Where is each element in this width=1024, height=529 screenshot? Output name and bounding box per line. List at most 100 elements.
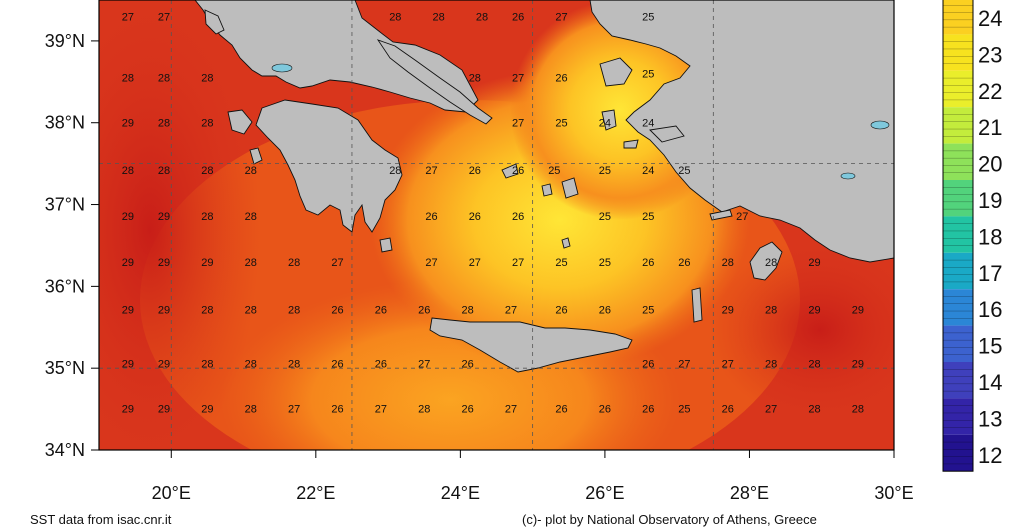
sst-value: 27 xyxy=(505,304,517,316)
andros xyxy=(501,163,519,179)
turkey xyxy=(589,0,894,263)
evia xyxy=(376,39,493,125)
colorbar-segment xyxy=(943,289,973,326)
sst-value: 26 xyxy=(375,304,387,316)
sst-value: 28 xyxy=(389,165,401,177)
sst-value: 28 xyxy=(288,304,300,316)
sst-value: 28 xyxy=(122,73,134,85)
colorbar-segment xyxy=(943,252,973,290)
sst-value: 26 xyxy=(469,211,481,223)
plot-frame xyxy=(98,0,895,451)
colorbar-segment xyxy=(943,216,973,253)
sst-value: 28 xyxy=(245,257,257,269)
sst-value: 29 xyxy=(852,358,864,370)
sst-value: 29 xyxy=(808,257,820,269)
sst-value: 29 xyxy=(122,304,134,316)
sst-value: 26 xyxy=(642,257,654,269)
sst-value: 28 xyxy=(158,165,170,177)
sst-value: 26 xyxy=(418,304,430,316)
land xyxy=(194,0,894,373)
lakes xyxy=(271,63,890,180)
chios xyxy=(601,109,617,131)
lon-tick-label: 26°E xyxy=(585,483,624,503)
kos xyxy=(709,209,733,221)
sst-value: 26 xyxy=(331,403,343,415)
crete xyxy=(429,317,633,373)
sst-value: 25 xyxy=(599,211,611,223)
data-source-note: SST data from isac.cnr.it xyxy=(30,512,172,527)
lesvos xyxy=(599,57,633,87)
sst-value: 26 xyxy=(331,358,343,370)
sst-value: 24 xyxy=(599,118,611,130)
sst-value: 28 xyxy=(245,165,257,177)
sst-value: 28 xyxy=(852,403,864,415)
sst-value: 26 xyxy=(512,165,524,177)
colorbar-segment xyxy=(943,70,973,108)
plot-credit: (c)- plot by National Observatory of Ath… xyxy=(522,512,817,527)
sst-value: 26 xyxy=(425,211,437,223)
sst-value: 26 xyxy=(722,403,734,415)
sst-value: 29 xyxy=(122,211,134,223)
sst-value: 27 xyxy=(736,211,748,223)
sst-value: 27 xyxy=(512,73,524,85)
colorbar-segment xyxy=(943,434,973,472)
sst-value: 28 xyxy=(469,73,481,85)
sst-value: 28 xyxy=(245,211,257,223)
colorbar-label: 21 xyxy=(978,115,1002,140)
lon-tick-label: 30°E xyxy=(874,483,913,503)
sst-value: 28 xyxy=(201,304,213,316)
sst-value: 27 xyxy=(158,11,170,23)
lat-tick-label: 35°N xyxy=(45,358,85,378)
sst-value: 28 xyxy=(476,11,488,23)
kefalonia xyxy=(227,109,253,135)
colorbar-label: 24 xyxy=(978,6,1002,31)
sst-value: 28 xyxy=(288,257,300,269)
sst-value: 27 xyxy=(512,257,524,269)
paros xyxy=(541,183,553,197)
kythera xyxy=(379,237,393,253)
lat-tick-label: 36°N xyxy=(45,276,85,296)
sst-value: 29 xyxy=(122,403,134,415)
ikaria xyxy=(623,139,639,149)
zakynthos xyxy=(249,147,263,165)
colorbar-label: 19 xyxy=(978,188,1002,213)
colorbar-segment xyxy=(943,325,973,362)
sst-value: 29 xyxy=(122,118,134,130)
sst-value: 27 xyxy=(505,403,517,415)
lat-tick-label: 37°N xyxy=(45,195,85,215)
karpathos xyxy=(691,287,703,323)
sst-value: 28 xyxy=(122,165,134,177)
sst-value: 26 xyxy=(642,358,654,370)
sst-value: 29 xyxy=(122,358,134,370)
colorbar-label: 22 xyxy=(978,79,1002,104)
sst-value: 29 xyxy=(158,257,170,269)
sst-value: 26 xyxy=(469,165,481,177)
sst-value: 26 xyxy=(331,304,343,316)
sst-value: 25 xyxy=(599,165,611,177)
sst-value: 28 xyxy=(765,358,777,370)
sst-value: 29 xyxy=(158,358,170,370)
sst-value: 28 xyxy=(245,304,257,316)
sst-value: 26 xyxy=(512,11,524,23)
sst-value: 26 xyxy=(678,257,690,269)
mainland-greece xyxy=(194,0,479,113)
sst-value: 28 xyxy=(158,118,170,130)
sst-value: 27 xyxy=(375,403,387,415)
colorbar-segment xyxy=(943,398,973,435)
colorbar-label: 23 xyxy=(978,42,1002,67)
sst-value: 28 xyxy=(418,403,430,415)
lon-tick-label: 24°E xyxy=(441,483,480,503)
sst-value: 28 xyxy=(201,165,213,177)
colorbar-label: 12 xyxy=(978,443,1002,468)
sst-value: 26 xyxy=(599,403,611,415)
lon-tick-label: 20°E xyxy=(152,483,191,503)
sst-value: 28 xyxy=(433,11,445,23)
sst-value: 27 xyxy=(469,257,481,269)
sst-value: 29 xyxy=(852,304,864,316)
colorbar-segment xyxy=(943,0,973,35)
sst-value: 26 xyxy=(555,304,567,316)
sst-value: 27 xyxy=(288,403,300,415)
lat-tick-label: 34°N xyxy=(45,440,85,460)
corfu xyxy=(204,9,225,35)
samos xyxy=(649,125,685,143)
